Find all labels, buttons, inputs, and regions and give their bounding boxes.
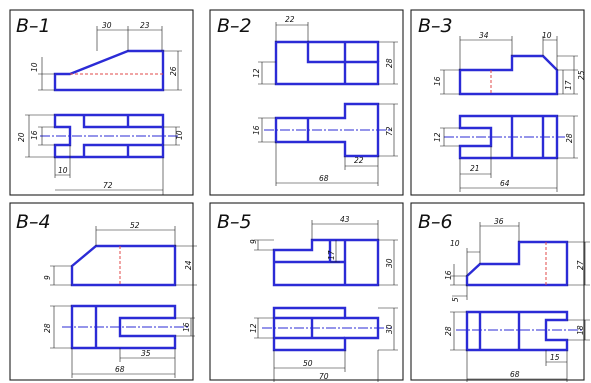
dim-chamfer: 23 [140,21,150,30]
panel-b2: B–2 22 12 28 16 72 22 68 [217,15,398,186]
plan-view: 20 16 10 10 72 [17,113,184,195]
dim-hole: 10 [175,130,184,140]
dim-step: 12 [252,68,261,78]
dim-slot: 16 [252,125,261,135]
dim-length: 68 [510,370,520,379]
dim-total: 25 [577,70,586,80]
dim-step: 9 [249,239,258,244]
dim-notch: 17 [564,80,573,90]
dim-chamfer: 10 [542,31,552,40]
panel-frame-b4 [9,202,194,381]
front-view: 52 9 24 [43,221,197,287]
dim-length: 72 [103,181,113,190]
dim-chamfer: 10 [450,239,460,248]
dim-step: 10 [30,62,39,72]
dim-height: 16 [433,76,442,86]
front-view: 34 10 16 17 25 [433,31,586,96]
dim-width: 30 [385,324,394,334]
panel-title: B–5 [217,211,252,233]
panel-frame-b1 [9,9,194,196]
dim-width: 72 [385,126,394,136]
front-view: 43 9 17 30 [249,215,398,287]
dim-step-len: 22 [285,15,295,24]
dim-slot-depth: 15 [550,353,560,362]
dim-length: 70 [319,372,329,381]
dim-total: 27 [576,260,585,270]
dim-step: 5 [451,297,460,302]
dim-height: 30 [385,258,394,268]
front-view: 22 12 28 [252,15,398,86]
dim-slot: 16 [182,322,191,332]
dim-length: 52 [130,221,140,230]
plan-view: 28 16 35 68 [43,304,195,378]
panel-title: B–1 [16,15,51,37]
dim-width: 28 [444,326,453,336]
dim-width: 28 [565,133,574,143]
dim-height: 28 [385,58,394,68]
dim-width: 28 [43,323,52,333]
front-view: 36 10 16 5 27 [444,217,590,302]
panel-frame-b2 [209,9,404,196]
front-view: 30 23 10 26 [30,21,182,92]
dim-slot-width: 16 [30,130,39,140]
plan-view: 16 72 22 68 [252,102,398,186]
dim-slot-depth: 10 [58,166,68,175]
plan-view: 12 30 50 70 [249,306,398,382]
panel-title: B–3 [418,15,453,37]
plan-view: 28 18 15 68 [444,310,590,382]
dim-slot-depth: 35 [141,349,151,358]
dim-slot: 12 [249,323,258,333]
panel-b3: B–3 34 10 16 17 25 12 21 28 64 [418,15,586,192]
dim-height: 16 [444,270,453,280]
panel-b6: B–6 36 10 16 5 27 28 18 15 68 [418,211,590,382]
dim-length: 68 [319,174,329,183]
panel-b5: B–5 43 9 17 30 12 30 50 70 [217,211,398,382]
dim-height: 24 [184,260,193,270]
dim-length: 36 [494,217,504,226]
dim-width: 20 [17,132,26,142]
dim-tab: 22 [354,156,364,165]
dim-length: 34 [479,31,489,40]
plan-view: 12 21 28 64 [433,114,578,192]
dim-length: 64 [500,179,510,188]
dim-length: 30 [102,21,112,30]
dim-slot: 12 [433,132,442,142]
panel-b4: B–4 52 9 24 28 16 35 68 [16,211,197,378]
panel-title: B–4 [16,211,51,233]
panel-b1: B–1 30 23 10 26 20 16 10 10 72 [16,15,184,195]
dim-slot-depth: 21 [470,164,480,173]
panel-title: B–6 [418,211,453,233]
dim-height: 26 [169,66,178,76]
dim-length: 43 [340,215,350,224]
dim-slot-depth: 50 [303,359,313,368]
dim-notch: 17 [327,250,336,260]
dim-step: 9 [43,275,52,280]
panel-title: B–2 [217,15,252,37]
dim-slot: 18 [576,325,585,335]
dim-length: 68 [115,365,125,374]
panel-frame-b3 [410,9,585,196]
